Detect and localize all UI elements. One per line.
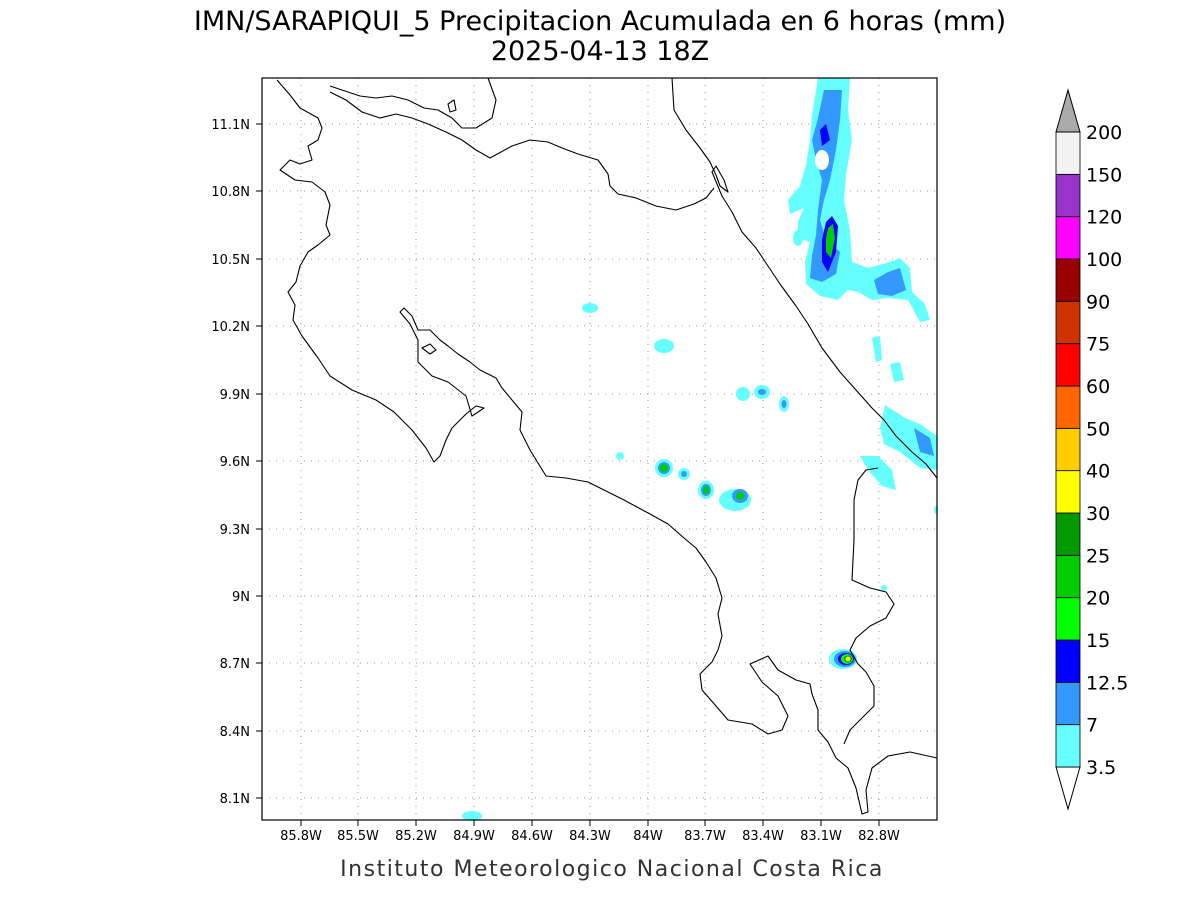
rain-cell-south-30 [845, 656, 851, 662]
lat-label: 9.6N [220, 455, 250, 470]
colorbar-level-label: 7 [1086, 715, 1098, 737]
plot-frame [261, 77, 938, 821]
lat-label: 9.3N [220, 523, 250, 538]
rain-area-caribbean-east [874, 268, 906, 296]
rain-cell-11 [793, 230, 803, 246]
colorbar-swatch [1055, 385, 1081, 429]
colorbar-swatch [1055, 597, 1081, 641]
colorbar-level-label: 15 [1086, 630, 1110, 652]
colorbar: 3.5 7 12.5 15 20 25 30 40 50 60 75 90 100 120 150 200 [1055, 88, 1128, 811]
lat-label: 8.4N [220, 725, 250, 740]
colorbar-level-label: 20 [1086, 588, 1110, 610]
lat-label: 11.1N [211, 118, 250, 133]
lon-label: 83.7W [684, 829, 726, 844]
map-title: IMN/SARAPIQUI_5 Precipitacion Acumulada … [194, 6, 1006, 37]
colorbar-swatch [1055, 681, 1081, 726]
lon-label: 85.8W [280, 829, 322, 844]
precipitation-field [462, 78, 938, 821]
colorbar-level-label: 75 [1086, 334, 1110, 356]
lon-label: 82.8W [858, 829, 900, 844]
rain-cell-4-core [758, 389, 766, 395]
rain-cell-12 [881, 585, 887, 591]
rain-cell-14 [462, 811, 482, 821]
colorbar-level-label: 150 [1086, 164, 1122, 186]
lon-label: 84.3W [569, 829, 611, 844]
colorbar-arrow-low [1055, 766, 1081, 811]
colorbar-level-label: 30 [1086, 503, 1110, 525]
lon-label: 83.4W [742, 829, 784, 844]
colorbar-level-label: 100 [1086, 249, 1122, 271]
colorbar-swatch [1055, 343, 1081, 387]
rain-area-limon-south [860, 456, 896, 490]
colorbar-level-label: 12.5 [1086, 672, 1128, 694]
axis-ticks [256, 123, 880, 826]
map-subtitle-datetime: 2025-04-13 18Z [491, 36, 709, 67]
colorbar-level-label: 3.5 [1086, 757, 1116, 779]
rain-cell-1 [582, 303, 598, 313]
lat-label: 9.9N [220, 388, 250, 403]
lat-label: 10.8N [211, 185, 250, 200]
lon-label: 83.1W [800, 829, 842, 844]
rain-area-limon-7mm [914, 428, 934, 456]
rain-cell-7-core [660, 464, 668, 472]
rain-area-small-1 [872, 336, 882, 362]
colorbar-level-label: 90 [1086, 291, 1110, 313]
colorbar-swatch [1055, 724, 1081, 768]
rain-cell-2 [654, 339, 674, 353]
colorbar-level-label: 50 [1086, 418, 1110, 440]
coastlines [276, 77, 938, 815]
lon-label: 85.5W [337, 829, 379, 844]
rain-cell-8-core [681, 471, 687, 477]
rain-cell-5-core [781, 400, 787, 408]
rain-cell-6 [616, 452, 624, 460]
colorbar-swatch [1055, 131, 1081, 175]
rain-core-north-blue [820, 124, 830, 146]
colorbar-swatch [1055, 173, 1081, 218]
colorbar-level-label: 25 [1086, 545, 1110, 567]
rain-gap [815, 150, 829, 170]
colorbar-swatch [1055, 470, 1081, 514]
colorbar-swatch [1055, 216, 1081, 260]
colorbar-swatch [1055, 300, 1081, 345]
rain-core-caribbean-green [826, 224, 835, 258]
colorbar-swatch [1055, 554, 1081, 599]
gridlines [262, 78, 937, 820]
lon-label: 85.2W [395, 829, 437, 844]
colorbar-level-label: 60 [1086, 376, 1110, 398]
colorbar-level-label: 200 [1086, 122, 1122, 144]
latitude-labels: 11.1N 10.8N 10.5N 10.2N 9.9N 9.6N 9.3N 9… [211, 118, 250, 807]
rain-cell-9-core [703, 486, 709, 494]
rain-cell-10-core [736, 492, 744, 500]
rain-area-small-2 [890, 362, 904, 382]
rain-area-limon [880, 405, 937, 470]
lon-label: 84.6W [511, 829, 553, 844]
longitude-labels: 85.8W 85.5W 85.2W 84.9W 84.6W 84.3W 84W … [280, 829, 900, 844]
colorbar-swatch [1055, 512, 1081, 556]
rain-area-caribbean-7mm [810, 90, 842, 282]
lat-label: 8.7N [220, 657, 250, 672]
lat-label: 9N [232, 590, 250, 605]
lat-label: 10.5N [211, 253, 250, 268]
lon-label: 84W [633, 829, 663, 844]
lon-label: 84.9W [453, 829, 495, 844]
colorbar-arrow-high [1055, 88, 1081, 133]
rain-cell-3 [736, 387, 750, 401]
colorbar-level-label: 120 [1086, 207, 1122, 229]
colorbar-swatch [1055, 639, 1081, 683]
lat-label: 8.1N [220, 792, 250, 807]
footer-credit: Instituto Meteorologico Nacional Costa R… [340, 857, 884, 882]
lat-label: 10.2N [211, 320, 250, 335]
colorbar-swatch [1055, 427, 1081, 472]
colorbar-swatch [1055, 258, 1081, 302]
colorbar-level-label: 40 [1086, 461, 1110, 483]
plot-area: 85.8W 85.5W 85.2W 84.9W 84.6W 84.3W 84W … [211, 77, 938, 844]
